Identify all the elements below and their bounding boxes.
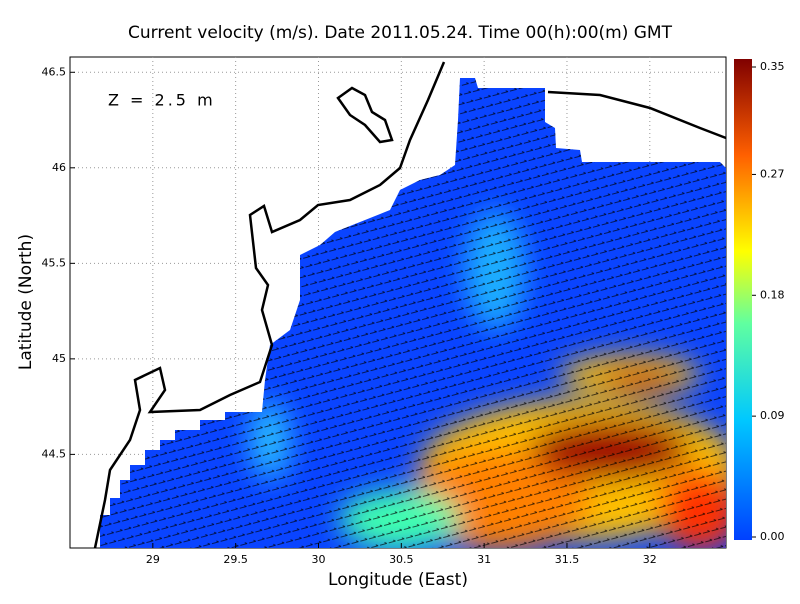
- chart-title: Current velocity (m/s). Date 2011.05.24.…: [128, 23, 673, 43]
- colorbar-tick-label: 0.00: [760, 530, 785, 543]
- coastline: [93, 61, 446, 549]
- x-tick-label: 29.5: [223, 553, 248, 566]
- y-tick-label: 45.5: [42, 256, 67, 269]
- colorbar-tick-label: 0.27: [760, 167, 785, 180]
- lake: [336, 86, 394, 144]
- y-tick-label: 46: [52, 161, 66, 174]
- x-tick-label: 30.5: [389, 553, 414, 566]
- y-axis-label: Latitude (North): [16, 234, 36, 370]
- coastline-north: [547, 90, 727, 140]
- colorbar: [734, 59, 752, 540]
- depth-annotation: Z = 2.5 m: [108, 91, 216, 110]
- x-tick-label: 30: [311, 553, 325, 566]
- x-tick-label: 32: [643, 553, 657, 566]
- colorbar-tick-label: 0.18: [760, 288, 785, 301]
- x-tick-label: 31: [477, 553, 491, 566]
- x-axis-label: Longitude (East): [328, 570, 468, 590]
- y-tick-label: 44.5: [42, 447, 67, 460]
- colorbar-tick-label: 0.35: [760, 60, 785, 73]
- colorbar-tick-label: 0.09: [760, 409, 785, 422]
- x-tick-label: 31.5: [555, 553, 580, 566]
- x-tick-label: 29: [146, 553, 160, 566]
- y-tick-label: 45: [52, 352, 66, 365]
- y-tick-label: 46.5: [42, 65, 67, 78]
